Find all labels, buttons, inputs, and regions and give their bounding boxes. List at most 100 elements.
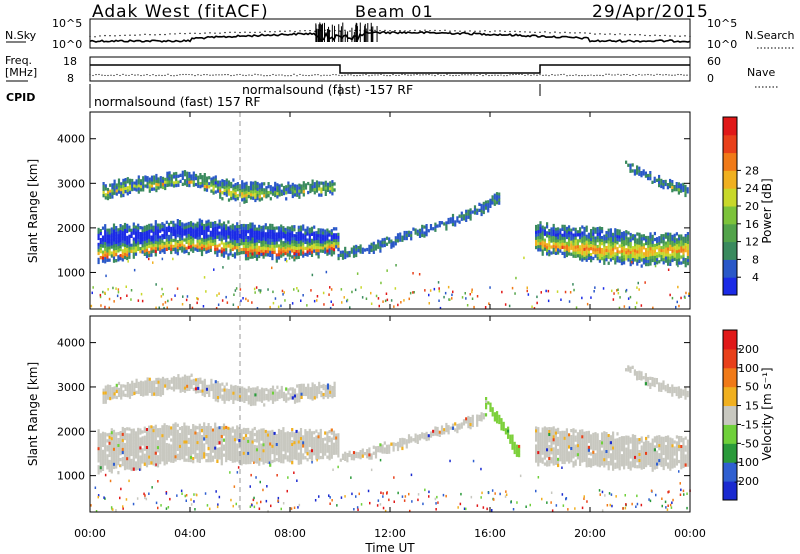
vel-cell	[181, 382, 184, 386]
power-cell	[671, 234, 674, 239]
nave-dot	[470, 74, 472, 76]
vel-cell	[251, 449, 254, 453]
vel-cell	[108, 441, 111, 446]
power-cell	[284, 236, 287, 241]
vel-cell	[306, 458, 309, 462]
power-cell	[317, 228, 320, 232]
power-cell	[170, 183, 173, 187]
power-cell	[574, 254, 577, 258]
power-cell	[286, 226, 289, 230]
power-cell	[175, 174, 178, 179]
power-cell	[227, 232, 230, 236]
power-noise-cell	[256, 307, 259, 310]
power-cell	[561, 239, 564, 243]
power-cell	[275, 241, 278, 245]
vel-cell	[189, 446, 193, 451]
vel-cell	[225, 397, 228, 401]
nsearch-dot	[329, 30, 331, 32]
vel-cell	[117, 456, 120, 460]
vel-cell	[276, 391, 279, 395]
power-cell	[581, 225, 584, 229]
power-cell	[678, 234, 681, 238]
power-cell	[192, 171, 195, 175]
power-cell	[264, 232, 267, 236]
power-cell	[310, 241, 314, 245]
power-cell	[251, 240, 254, 244]
power-noise-cell	[167, 299, 169, 303]
vel-cell	[164, 384, 167, 388]
power-cell	[535, 233, 538, 238]
vel-cell	[254, 396, 257, 400]
vel-cell	[112, 438, 116, 443]
vel-cell	[205, 441, 208, 445]
vel-cell	[201, 389, 204, 393]
vel-cell	[110, 458, 113, 462]
power-cell	[331, 189, 334, 193]
power-cell	[583, 226, 586, 231]
power-cell	[280, 192, 283, 196]
vel-cell	[176, 438, 179, 442]
power-cell	[280, 183, 283, 187]
power-cell	[199, 182, 202, 186]
nsearch-dot	[674, 35, 676, 37]
power-cell	[194, 223, 197, 227]
vel-cell	[194, 443, 197, 447]
power-cell	[207, 234, 210, 238]
nave-dot	[608, 73, 610, 75]
power-cell	[388, 237, 391, 241]
vel-cell	[144, 386, 147, 390]
power-noise-cell	[102, 290, 104, 294]
vel-cell	[243, 387, 246, 391]
power-cell	[205, 223, 208, 227]
nave-dot	[245, 74, 247, 77]
power-cell	[145, 227, 149, 232]
power-cell	[491, 201, 494, 205]
power-cell	[631, 261, 634, 265]
power-cell	[172, 247, 175, 252]
nave-dot	[203, 73, 205, 76]
vel-cell	[260, 393, 264, 397]
vel-cell	[258, 447, 261, 451]
power-cell	[276, 189, 279, 193]
vel-cell	[99, 448, 102, 452]
vel-cell	[236, 449, 239, 453]
nave-dot	[188, 73, 190, 76]
vel-cell	[187, 437, 190, 442]
power-cell	[579, 257, 582, 261]
power-cell	[154, 253, 157, 257]
power-noise-cell	[160, 295, 163, 298]
power-cell	[612, 241, 615, 246]
power-cell	[576, 251, 579, 255]
power-cell	[197, 175, 200, 179]
nave-dot	[251, 74, 253, 76]
power-cell	[211, 233, 215, 238]
vel-cell	[280, 429, 283, 434]
power-cell	[331, 186, 334, 190]
power-cell	[267, 185, 270, 189]
vel-cell	[137, 466, 140, 471]
vel-cell	[447, 425, 450, 429]
power-cell	[214, 239, 217, 243]
vel-cell	[130, 464, 133, 469]
power-noise-cell	[215, 307, 218, 310]
vel-cell	[126, 457, 129, 461]
power-noise-cell	[386, 298, 389, 302]
power-cell	[612, 253, 615, 258]
power-cell	[196, 224, 199, 228]
nsearch-dot	[134, 34, 136, 36]
power-cell	[264, 253, 267, 257]
power-cell	[640, 249, 643, 253]
vel-cell	[183, 443, 186, 447]
nave-dot	[185, 73, 187, 76]
power-cell	[264, 223, 267, 227]
vel-cell	[141, 460, 144, 464]
power-cell	[576, 248, 579, 252]
power-cell	[678, 246, 681, 250]
vel-cell	[298, 399, 301, 403]
power-cell	[258, 230, 261, 235]
nsearch-dot	[404, 30, 406, 32]
power-cell	[242, 241, 245, 246]
vel-cell	[192, 430, 195, 434]
vel-cell	[247, 436, 250, 441]
power-cell	[252, 187, 255, 191]
